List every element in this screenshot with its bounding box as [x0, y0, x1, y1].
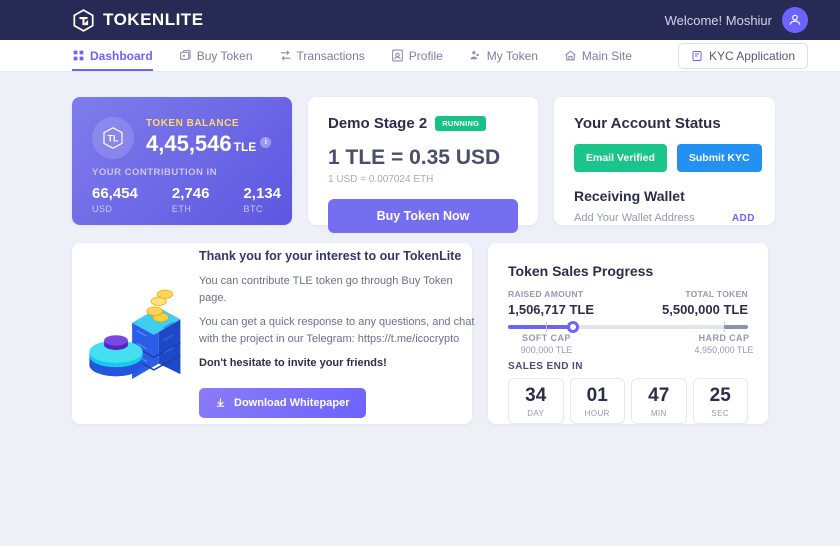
svg-text:TL: TL — [108, 134, 119, 144]
